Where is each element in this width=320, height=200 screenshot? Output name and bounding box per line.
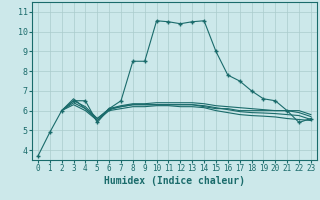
X-axis label: Humidex (Indice chaleur): Humidex (Indice chaleur) xyxy=(104,176,245,186)
